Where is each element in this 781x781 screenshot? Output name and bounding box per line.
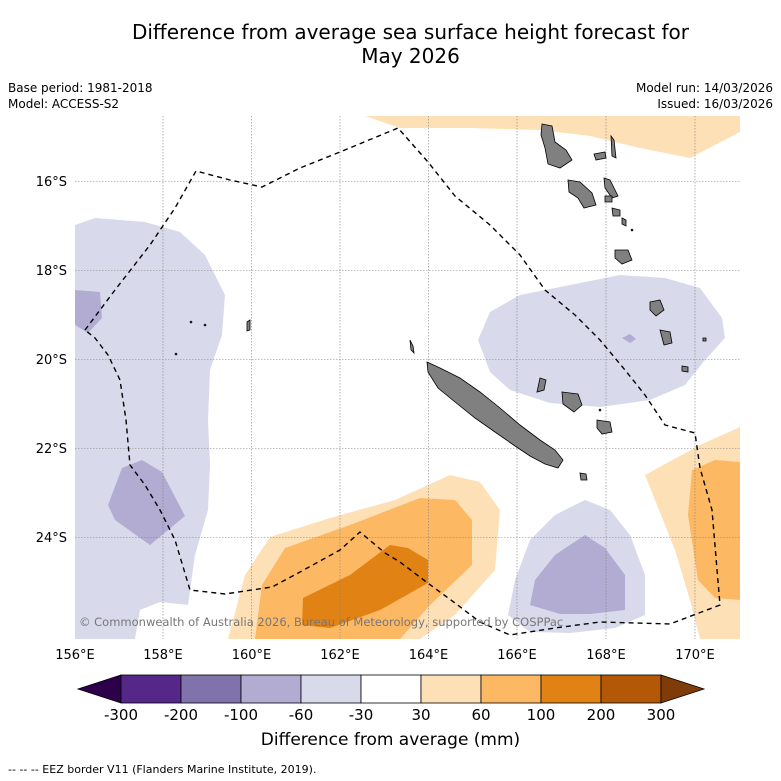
erromango bbox=[649, 299, 665, 317]
eez-border bbox=[84, 127, 721, 636]
colorbar-tick-labels: -300 -200 -100 -60 -30 30 60 100 200 300 bbox=[104, 706, 675, 724]
colorbar-segment bbox=[540, 674, 602, 704]
anomaly-negative-central-60 bbox=[622, 334, 636, 343]
graticule bbox=[75, 116, 740, 639]
lon-label: 156°E bbox=[55, 648, 95, 663]
colorbar-tick: -60 bbox=[289, 706, 314, 724]
eez-legend-note: -- -- -- EEZ border V11 (Flanders Marine… bbox=[8, 763, 317, 776]
colorbar-label: Difference from average (mm) bbox=[260, 730, 521, 750]
colorbar-tick: 60 bbox=[471, 706, 490, 724]
anomaly-positive-top bbox=[365, 116, 740, 158]
colorbar-tick: -100 bbox=[224, 706, 258, 724]
lat-label: 16°S bbox=[36, 175, 67, 190]
latitude-labels: 16°S 18°S 20°S 22°S 24°S bbox=[36, 175, 67, 546]
epi bbox=[611, 207, 621, 217]
belep-islands bbox=[409, 339, 415, 355]
colorbar-segment bbox=[180, 674, 242, 704]
colorbar-segment bbox=[480, 674, 542, 704]
maewo bbox=[610, 134, 617, 159]
reef-islet-5 bbox=[630, 228, 634, 232]
colorbar-tick: 300 bbox=[647, 706, 676, 724]
lat-label: 24°S bbox=[36, 531, 67, 546]
issued-date: Issued: 16/03/2026 bbox=[657, 97, 773, 111]
longitude-labels: 156°E 158°E 160°E 162°E 164°E 166°E 168°… bbox=[55, 648, 715, 663]
lon-label: 168°E bbox=[586, 648, 626, 663]
isle-of-pines bbox=[579, 472, 588, 481]
lon-label: 160°E bbox=[232, 648, 272, 663]
colorbar-extend-high bbox=[660, 674, 706, 704]
colorbar-tick: 100 bbox=[527, 706, 556, 724]
anomaly-negative-west-60-a bbox=[75, 290, 102, 333]
loyalty-ouvea bbox=[536, 377, 547, 393]
loyalty-lifou bbox=[561, 391, 583, 413]
tanna bbox=[659, 329, 673, 346]
anomaly-positive-east-60 bbox=[688, 460, 740, 600]
colorbar-tick: -300 bbox=[104, 706, 138, 724]
colorbar bbox=[76, 674, 706, 704]
colorbar-tick: -200 bbox=[164, 706, 198, 724]
colorbar-segment bbox=[240, 674, 302, 704]
reef-islet-4 bbox=[598, 408, 602, 412]
espiritu-santo bbox=[540, 123, 573, 169]
chart-title: Difference from average sea surface heig… bbox=[0, 20, 781, 68]
shepherd-islands bbox=[621, 217, 627, 227]
malakula bbox=[567, 179, 597, 209]
colorbar-segment bbox=[600, 674, 662, 704]
efate bbox=[614, 249, 633, 265]
lat-label: 22°S bbox=[36, 442, 67, 457]
lat-label: 20°S bbox=[36, 353, 67, 368]
lon-label: 164°E bbox=[409, 648, 449, 663]
colorbar-segment bbox=[420, 674, 482, 704]
colorbar-segment bbox=[300, 674, 362, 704]
chesterfield-islet bbox=[246, 319, 251, 332]
reef-islet-1 bbox=[189, 320, 193, 324]
info-right: Model run: 14/03/2026 Issued: 16/03/2026 bbox=[636, 80, 773, 112]
reef-islet-3 bbox=[174, 352, 178, 356]
model-run: Model run: 14/03/2026 bbox=[635, 81, 773, 95]
anomaly-negative-west-30 bbox=[75, 218, 225, 639]
lon-label: 162°E bbox=[320, 648, 360, 663]
reef-islet-2 bbox=[203, 323, 207, 327]
base-period: Base period: 1981-2018 bbox=[8, 81, 153, 95]
model-name: Model: ACCESS-S2 bbox=[8, 97, 120, 111]
lon-label: 158°E bbox=[143, 648, 183, 663]
colorbar-segment bbox=[360, 674, 422, 704]
ambae bbox=[593, 151, 607, 161]
new-caledonia bbox=[426, 361, 564, 469]
anomaly-positive-south-100 bbox=[302, 545, 428, 628]
map-area: © Commonwealth of Australia 2026, Bureau… bbox=[75, 116, 740, 639]
colorbar-tick: -30 bbox=[349, 706, 374, 724]
lon-label: 166°E bbox=[497, 648, 537, 663]
colorbar-extend-low bbox=[76, 674, 122, 704]
landmasses bbox=[174, 123, 707, 481]
ambrym bbox=[604, 195, 613, 203]
loyalty-mare bbox=[596, 419, 613, 435]
title-line-1: Difference from average sea surface heig… bbox=[131, 20, 690, 44]
anomaly-negative-south-60 bbox=[530, 535, 625, 614]
lat-label: 18°S bbox=[36, 264, 67, 279]
pentecost bbox=[603, 177, 619, 199]
anomaly-negative-west-60-b bbox=[108, 460, 185, 545]
lon-label: 170°E bbox=[675, 648, 715, 663]
colorbar-tick: 30 bbox=[411, 706, 430, 724]
copyright-notice: © Commonwealth of Australia 2026, Bureau… bbox=[79, 615, 563, 629]
title-line-2: May 2026 bbox=[361, 44, 460, 68]
aneityum bbox=[681, 365, 689, 373]
info-left: Base period: 1981-2018 Model: ACCESS-S2 bbox=[8, 80, 153, 112]
colorbar-tick: 200 bbox=[587, 706, 616, 724]
futuna-vu bbox=[702, 337, 707, 342]
colorbar-segment bbox=[120, 674, 182, 704]
